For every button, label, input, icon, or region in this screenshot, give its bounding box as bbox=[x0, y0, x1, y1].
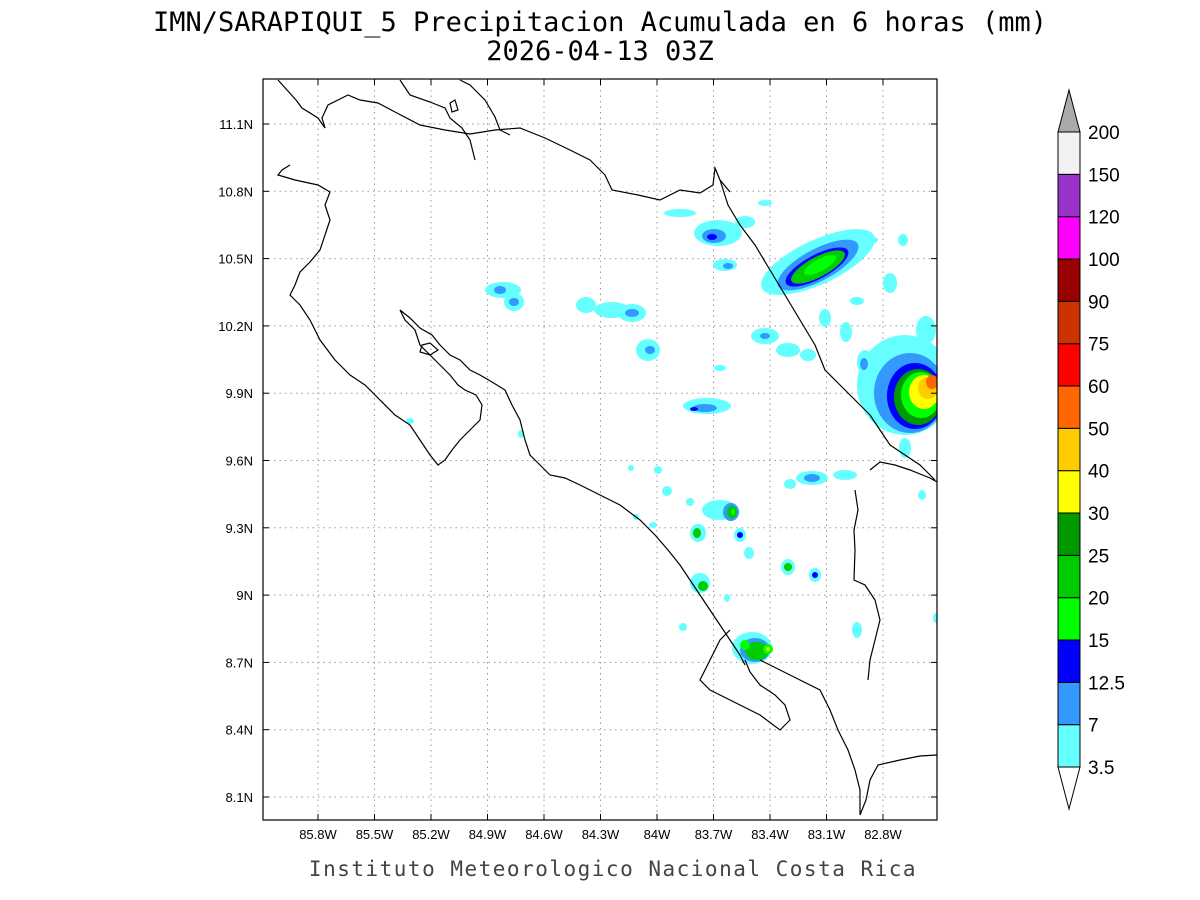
precip-cell-north-coast bbox=[761, 229, 875, 295]
colorbar-segment bbox=[1057, 173, 1081, 218]
x-tick-label: 83.7W bbox=[695, 827, 733, 842]
map-ticks: 85.8W 85.5W 85.2W 84.9W 84.6W 84.3W 84W 83.7W 83… bbox=[218, 79, 937, 842]
colorbar-label: 40 bbox=[1088, 462, 1109, 483]
x-tick-label: 84.9W bbox=[469, 827, 507, 842]
y-tick-label: 11.1N bbox=[219, 117, 253, 132]
colorbar: 3.5 7 12.5 15 20 25 30 40 50 60 75 90 100 120 150 200 bbox=[1057, 88, 1125, 811]
nicaragua-lake-shore bbox=[399, 79, 476, 161]
precip-cell-north-a bbox=[664, 200, 772, 271]
y-tick-label: 8.4N bbox=[226, 723, 253, 738]
coastline-borders bbox=[276, 79, 937, 816]
colorbar-segment bbox=[1057, 300, 1081, 345]
y-tick-label: 9N bbox=[236, 588, 253, 603]
colorbar-label: 100 bbox=[1088, 250, 1120, 271]
x-tick-label: 84W bbox=[644, 827, 671, 842]
y-tick-label: 9.3N bbox=[226, 521, 253, 536]
footer-credit: Instituto Meteorologico Nacional Costa R… bbox=[309, 857, 917, 881]
y-tick-label: 9.6N bbox=[226, 454, 253, 469]
colorbar-segment bbox=[1057, 216, 1081, 260]
colorbar-label: 25 bbox=[1088, 546, 1109, 567]
golfo-dulce bbox=[759, 659, 861, 815]
osa-peninsula bbox=[699, 629, 791, 731]
colorbar-label: 12.5 bbox=[1088, 673, 1125, 694]
colorbar-label: 20 bbox=[1088, 589, 1109, 610]
title-line-2: 2026-04-13 03Z bbox=[486, 36, 714, 67]
colorbar-label: 50 bbox=[1088, 419, 1109, 440]
colorbar-label: 60 bbox=[1088, 377, 1109, 398]
y-tick-label: 8.1N bbox=[226, 790, 253, 805]
colorbar-segment bbox=[1057, 639, 1081, 683]
precipitation-field bbox=[406, 200, 937, 664]
x-tick-label: 85.8W bbox=[299, 827, 337, 842]
y-tick-label: 9.9N bbox=[226, 386, 253, 401]
colorbar-label: 90 bbox=[1088, 292, 1109, 313]
colorbar-segment bbox=[1057, 724, 1081, 768]
colorbar-segment bbox=[1057, 597, 1081, 641]
precip-cell-central-north bbox=[406, 282, 816, 438]
x-tick-label: 85.2W bbox=[412, 827, 450, 842]
y-tick-label: 10.2N bbox=[218, 319, 253, 334]
colorbar-label: 120 bbox=[1088, 208, 1120, 229]
colorbar-segment bbox=[1057, 512, 1081, 556]
colorbar-segment bbox=[1057, 343, 1081, 387]
panama-border bbox=[853, 489, 881, 681]
panama-north-coast bbox=[869, 461, 937, 483]
colorbar-segment bbox=[1057, 427, 1081, 472]
colorbar-label: 200 bbox=[1088, 123, 1120, 144]
x-tick-label: 83.1W bbox=[808, 827, 846, 842]
colorbar-label: 7 bbox=[1088, 716, 1099, 737]
colorbar-label: 150 bbox=[1088, 165, 1120, 186]
precip-cell-caribbean bbox=[819, 234, 937, 623]
colorbar-label: 3.5 bbox=[1088, 758, 1114, 779]
colorbar-segment bbox=[1057, 131, 1081, 175]
colorbar-segment bbox=[1057, 681, 1081, 726]
x-tick-label: 85.5W bbox=[356, 827, 394, 842]
x-tick-label: 83.4W bbox=[751, 827, 789, 842]
precip-cell-south bbox=[628, 465, 862, 664]
caribbean-coast bbox=[719, 179, 936, 481]
nicoya-island bbox=[419, 342, 440, 356]
colorbar-label: 75 bbox=[1088, 335, 1109, 356]
colorbar-arrow-low bbox=[1057, 766, 1081, 811]
colorbar-segment bbox=[1057, 554, 1081, 599]
x-tick-label: 84.3W bbox=[582, 827, 620, 842]
y-tick-label: 8.7N bbox=[226, 655, 253, 670]
colorbar-label: 30 bbox=[1088, 504, 1109, 525]
coast-north-east bbox=[459, 79, 511, 136]
colorbar-arrow-high bbox=[1057, 88, 1081, 133]
pacific-coast bbox=[276, 164, 746, 666]
colorbar-label: 15 bbox=[1088, 631, 1109, 652]
colorbar-segment bbox=[1057, 470, 1081, 514]
x-tick-label: 84.6W bbox=[525, 827, 563, 842]
y-tick-label: 10.8N bbox=[218, 184, 253, 199]
y-tick-label: 10.5N bbox=[218, 252, 253, 267]
x-tick-label: 82.8W bbox=[864, 827, 902, 842]
colorbar-segment bbox=[1057, 258, 1081, 302]
panama-coast-south bbox=[859, 754, 937, 816]
map-background bbox=[263, 79, 937, 820]
coastline-north bbox=[277, 79, 731, 201]
colorbar-segment bbox=[1057, 385, 1081, 429]
title-line-1: IMN/SARAPIQUI_5 Precipitacion Acumulada … bbox=[153, 7, 1047, 38]
small-island-north bbox=[449, 99, 459, 113]
